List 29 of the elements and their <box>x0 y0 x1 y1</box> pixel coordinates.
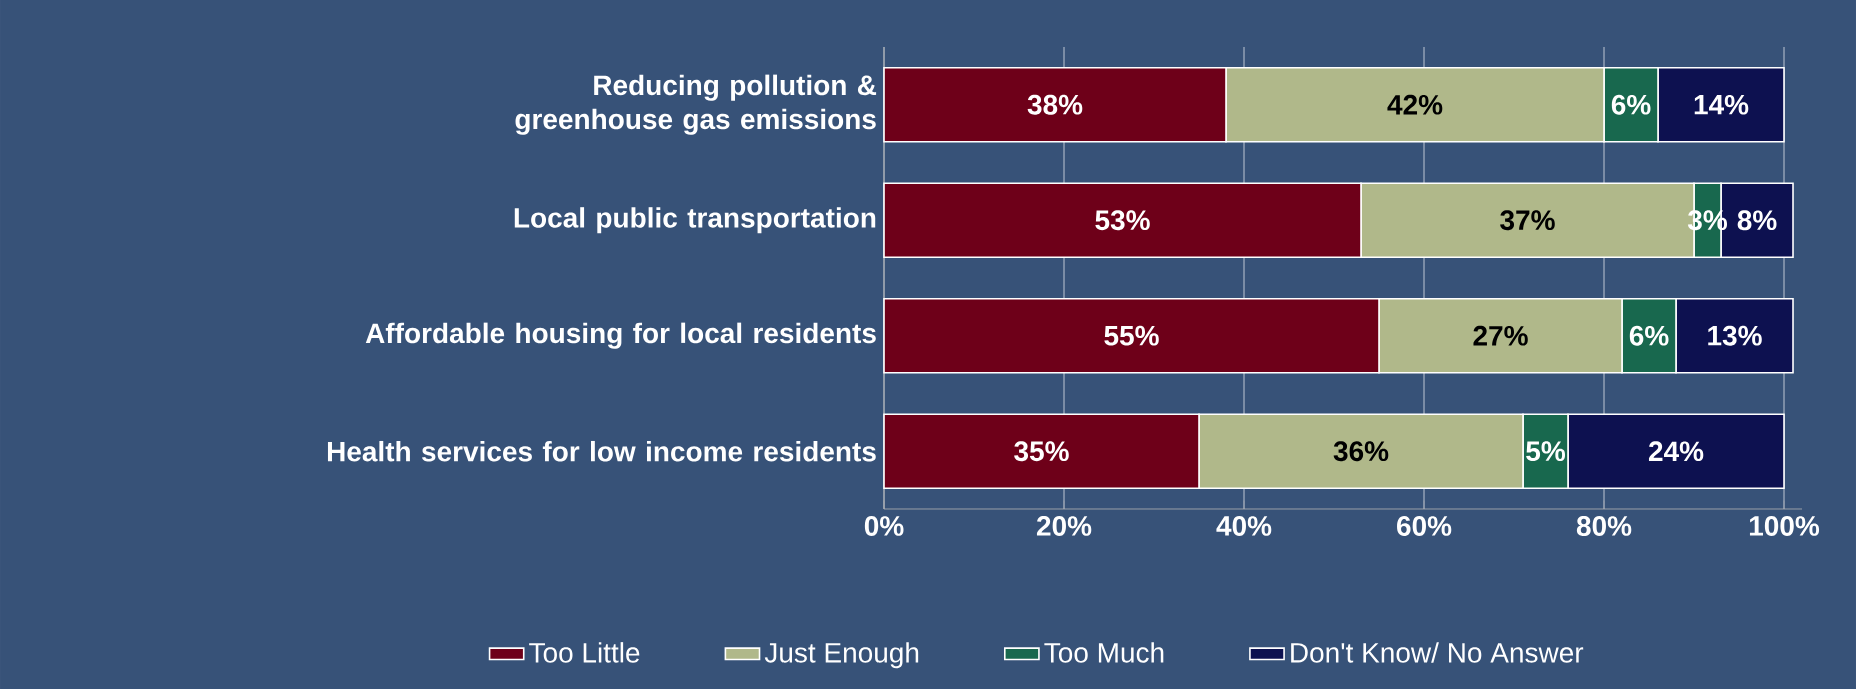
data-label: 14% <box>1694 94 1749 115</box>
data-label: 55% <box>1104 325 1159 346</box>
legend-label: Too Much <box>1044 642 1164 663</box>
y-tick-label: Reducing pollution & greenhouse gas emissions <box>515 74 877 135</box>
data-label: 38% <box>1027 94 1083 115</box>
x-tick-label: 20% <box>1036 516 1092 536</box>
x-tick-label: 60% <box>1397 516 1452 536</box>
data-label: 13% <box>1708 325 1762 346</box>
data-label: 53% <box>1095 210 1150 231</box>
data-label: 6% <box>1611 94 1651 115</box>
data-label: 42% <box>1387 94 1443 115</box>
data-label: 24% <box>1648 441 1704 462</box>
x-tick-label: 0% <box>864 516 904 536</box>
x-tick-label: 40% <box>1216 516 1272 536</box>
y-tick-label: Health services for low income residents <box>327 440 876 462</box>
data-label: 6% <box>1629 325 1669 346</box>
data-label: 36% <box>1333 441 1389 462</box>
legend-label: Too Little <box>529 642 640 663</box>
data-label: 37% <box>1500 210 1555 231</box>
data-label: 35% <box>1014 441 1069 462</box>
y-tick-label: Local public transportation <box>514 207 876 234</box>
data-label: 27% <box>1473 325 1528 346</box>
data-label: 8% <box>1737 210 1777 231</box>
x-tick-label: 100% <box>1749 516 1820 536</box>
x-tick-label: 80% <box>1576 516 1632 536</box>
data-label: 5% <box>1526 441 1565 462</box>
y-tick-label: Affordable housing for local residents <box>365 322 876 349</box>
legend-label: Just Enough <box>764 642 919 669</box>
legend-label: Don't Know/ No Answer <box>1291 642 1584 663</box>
